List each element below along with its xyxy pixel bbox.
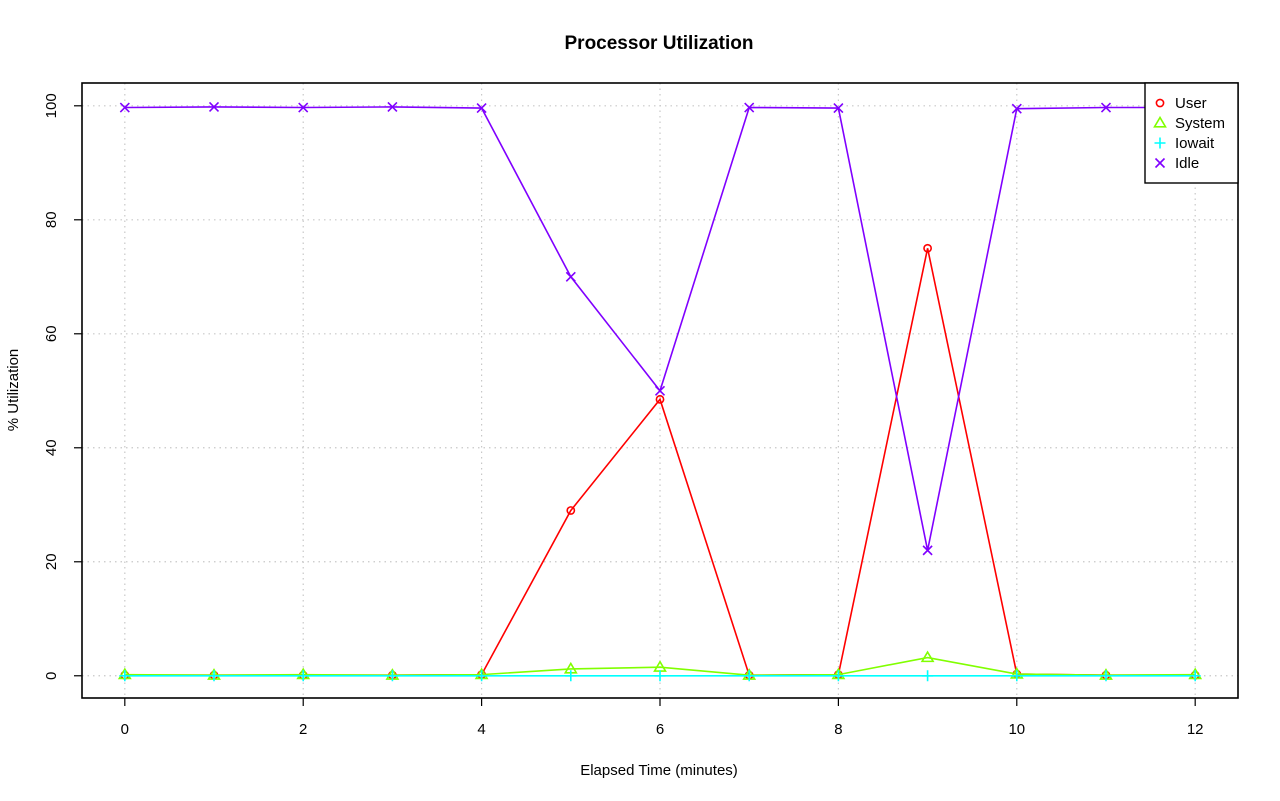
legend-marker-iowait xyxy=(1154,137,1166,149)
data-point-iowait xyxy=(208,670,220,682)
data-point-iowait xyxy=(1011,670,1023,682)
x-tick-label: 6 xyxy=(656,721,664,738)
data-point-user xyxy=(566,506,576,515)
data-point-iowait xyxy=(922,670,934,682)
data-point-idle xyxy=(298,102,309,113)
chart-title: Processor Utilization xyxy=(565,33,754,54)
data-point-iowait xyxy=(1189,670,1201,682)
y-tick-label: 60 xyxy=(43,325,60,342)
legend-item-system: System xyxy=(1153,115,1225,132)
data-point-user xyxy=(923,243,932,253)
data-point-idle xyxy=(208,101,220,113)
data-point-iowait xyxy=(565,670,577,682)
legend-item-iowait: Iowait xyxy=(1154,135,1215,152)
legend-label-user: User xyxy=(1175,95,1207,112)
data-point-idle xyxy=(476,103,487,114)
series-line-idle xyxy=(124,106,1196,551)
legend: User System Iowait Idle xyxy=(1144,82,1239,184)
legend-marker-system xyxy=(1153,115,1167,128)
legend-label-system: System xyxy=(1175,115,1225,132)
x-tick-label: 8 xyxy=(834,721,842,738)
data-point-idle xyxy=(744,102,755,113)
data-point-idle xyxy=(565,271,576,282)
series-layer xyxy=(117,101,1203,682)
y-tick-label: 80 xyxy=(43,211,60,228)
series-iowait xyxy=(119,670,1201,682)
y-tick-label: 0 xyxy=(43,672,60,680)
data-point-iowait xyxy=(654,670,666,682)
legend-item-user: User xyxy=(1155,95,1207,112)
legend-marker-idle xyxy=(1154,157,1166,169)
axes: 0 2 4 6 8 10 12 0 20 40 60 80 100 xyxy=(43,82,1239,738)
y-tick-label: 20 xyxy=(43,553,60,570)
data-point-iowait xyxy=(832,670,844,682)
x-tick-label: 0 xyxy=(121,721,129,738)
data-point-idle xyxy=(1100,102,1112,113)
series-idle xyxy=(119,101,1201,556)
data-point-system xyxy=(920,650,935,663)
data-point-iowait xyxy=(297,670,309,682)
x-axis-label: Elapsed Time (minutes) xyxy=(580,762,738,779)
legend-label-iowait: Iowait xyxy=(1175,135,1215,152)
data-point-idle xyxy=(922,545,933,556)
data-point-idle xyxy=(833,103,844,114)
legend-marker-user xyxy=(1155,98,1165,108)
y-tick-label: 100 xyxy=(43,93,60,118)
data-point-idle xyxy=(119,102,130,113)
data-point-iowait xyxy=(1100,670,1112,682)
data-point-idle xyxy=(387,101,398,113)
legend-label-idle: Idle xyxy=(1175,155,1199,172)
data-point-idle xyxy=(1011,103,1022,114)
data-point-user xyxy=(655,394,665,404)
data-point-iowait xyxy=(476,670,488,682)
data-point-iowait xyxy=(743,670,755,682)
x-tick-label: 12 xyxy=(1187,721,1204,738)
x-tick-label: 2 xyxy=(299,721,307,738)
y-tick-label: 40 xyxy=(43,439,60,456)
x-tick-label: 10 xyxy=(1008,721,1025,738)
x-tick-label: 4 xyxy=(477,721,485,738)
data-point-iowait xyxy=(386,670,398,682)
data-point-idle xyxy=(654,385,666,396)
y-axis-label: % Utilization xyxy=(5,349,22,432)
legend-item-idle: Idle xyxy=(1154,155,1199,172)
data-point-iowait xyxy=(119,670,131,682)
